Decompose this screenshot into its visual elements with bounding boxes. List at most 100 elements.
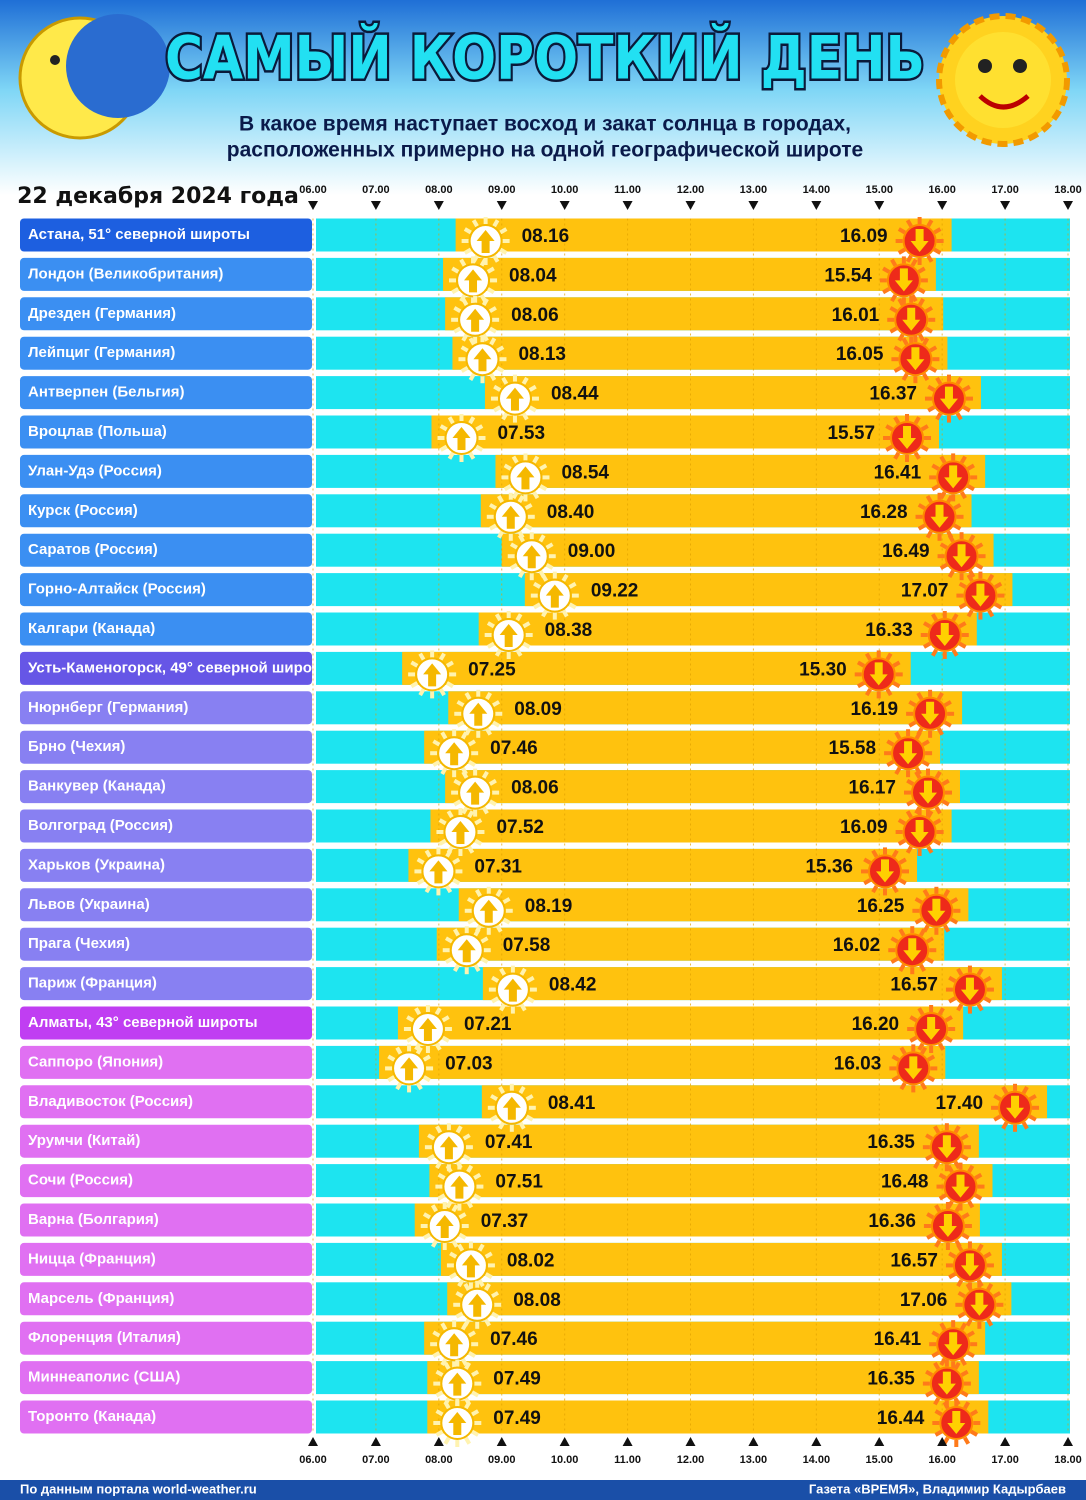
sun-arrow (522, 545, 541, 569)
sun-ray (466, 917, 476, 925)
category-label: Алматы, 43° северной широты (28, 1014, 258, 1031)
sunrise-icon (484, 611, 533, 659)
sun-ray (447, 416, 455, 425)
sun-ray (467, 739, 476, 747)
sun-ray (489, 337, 497, 346)
sunset-label: 16.05 (836, 344, 884, 365)
sun-ray (891, 849, 899, 858)
daylight-bar (443, 257, 936, 291)
sun-ray (1021, 1086, 1029, 1095)
sun-ray (430, 1239, 438, 1248)
sun-arrow (906, 347, 925, 371)
sun-arrow (503, 978, 522, 1002)
sun-ray (885, 652, 893, 661)
sun-ray (917, 1042, 925, 1051)
sun-ray (533, 602, 542, 610)
sun-ray (925, 936, 935, 944)
sun-ray (922, 889, 930, 898)
sun-ray (897, 818, 906, 826)
sun-ray (475, 444, 484, 452)
category-label: Харьков (Украина) (28, 856, 165, 873)
sunrise-label: 07.51 (495, 1172, 543, 1193)
sun-ray (993, 1291, 1002, 1299)
sun-ray (956, 1243, 964, 1252)
sun-ray (445, 1200, 453, 1209)
sun-arrow (505, 387, 524, 411)
x-tick-label: 07.00 (362, 184, 390, 196)
sun-ray (453, 963, 460, 972)
sun-ray (935, 376, 943, 385)
x-tick-label: 08.00 (425, 184, 453, 196)
sun-ray (966, 609, 974, 618)
sun-ray (539, 463, 548, 471)
category-label-bg (20, 770, 312, 804)
sun-ray (885, 444, 894, 452)
x-tick-mark (622, 201, 633, 210)
sun-ray (475, 424, 484, 432)
sun-ray (461, 806, 469, 815)
sun-ray (474, 838, 483, 846)
sun-ray (521, 376, 529, 385)
sunset-label: 16.20 (852, 1014, 900, 1035)
sun-ray (519, 1003, 527, 1012)
sunrise-icon (458, 335, 507, 384)
x-tick-label: 18.00 (1054, 1454, 1082, 1466)
sun-ray (460, 731, 468, 740)
sun-ray (422, 1075, 431, 1083)
sun-arrow (448, 1412, 467, 1435)
sunrise-label: 08.40 (547, 502, 595, 523)
sun-ray (466, 897, 476, 905)
sun-ray (931, 648, 939, 657)
sun-ray (427, 1133, 436, 1141)
category-label-bg (20, 573, 312, 607)
sun-ray (963, 1436, 971, 1445)
sun-arrow (938, 1214, 957, 1237)
sun-ray (453, 928, 460, 937)
sun-ray (926, 1212, 935, 1220)
sun-ray (914, 731, 922, 740)
sun-arrow (930, 504, 949, 528)
sun-ray (493, 384, 502, 392)
sun-ray (959, 1322, 967, 1331)
sun-ray (934, 806, 942, 815)
sunset-icon (861, 847, 909, 896)
daylight-bar (501, 533, 994, 567)
sunrise-label: 08.08 (513, 1290, 561, 1311)
x-tick-mark (874, 201, 885, 210)
sun-ray (486, 621, 495, 629)
sun-ray (957, 1311, 966, 1319)
category-label: Улан-Удэ (Россия) (28, 462, 162, 479)
sun-ray (517, 495, 525, 504)
sun-ray (917, 523, 926, 531)
sunset-label: 16.41 (874, 462, 922, 483)
sun-ray (933, 227, 942, 235)
category-label-bg (20, 415, 312, 449)
x-tick-mark (308, 201, 318, 210)
x-tick-mark (559, 1437, 570, 1446)
x-tick-label: 06.00 (299, 1454, 327, 1466)
sun-ray (974, 1172, 983, 1180)
sun-ray (561, 609, 569, 618)
sunrise-icon (437, 414, 486, 462)
sun-ray (933, 1160, 941, 1169)
sun-arrow (894, 268, 913, 292)
sunrise-icon (530, 571, 579, 620)
sunrise-label: 07.46 (490, 1329, 538, 1350)
sun-ray (444, 936, 454, 944)
sun-arrow (921, 701, 940, 725)
sun-arrow (418, 1018, 437, 1041)
sun-ray (474, 818, 483, 826)
sun-ray (422, 1212, 431, 1220)
sun-ray (926, 810, 934, 819)
sunrise-label: 07.03 (445, 1053, 493, 1074)
category-label-bg (20, 651, 312, 685)
sun-arrow (439, 1136, 458, 1160)
sun-ray (961, 1212, 970, 1220)
category-label: Урумчи (Китай) (28, 1132, 140, 1149)
sun-ray (958, 641, 967, 649)
sun-ray (886, 759, 895, 767)
category-label-bg (20, 1085, 312, 1119)
sun-ray (462, 1153, 471, 1161)
sun-ray (457, 1279, 465, 1288)
sun-arrow (904, 1056, 923, 1080)
